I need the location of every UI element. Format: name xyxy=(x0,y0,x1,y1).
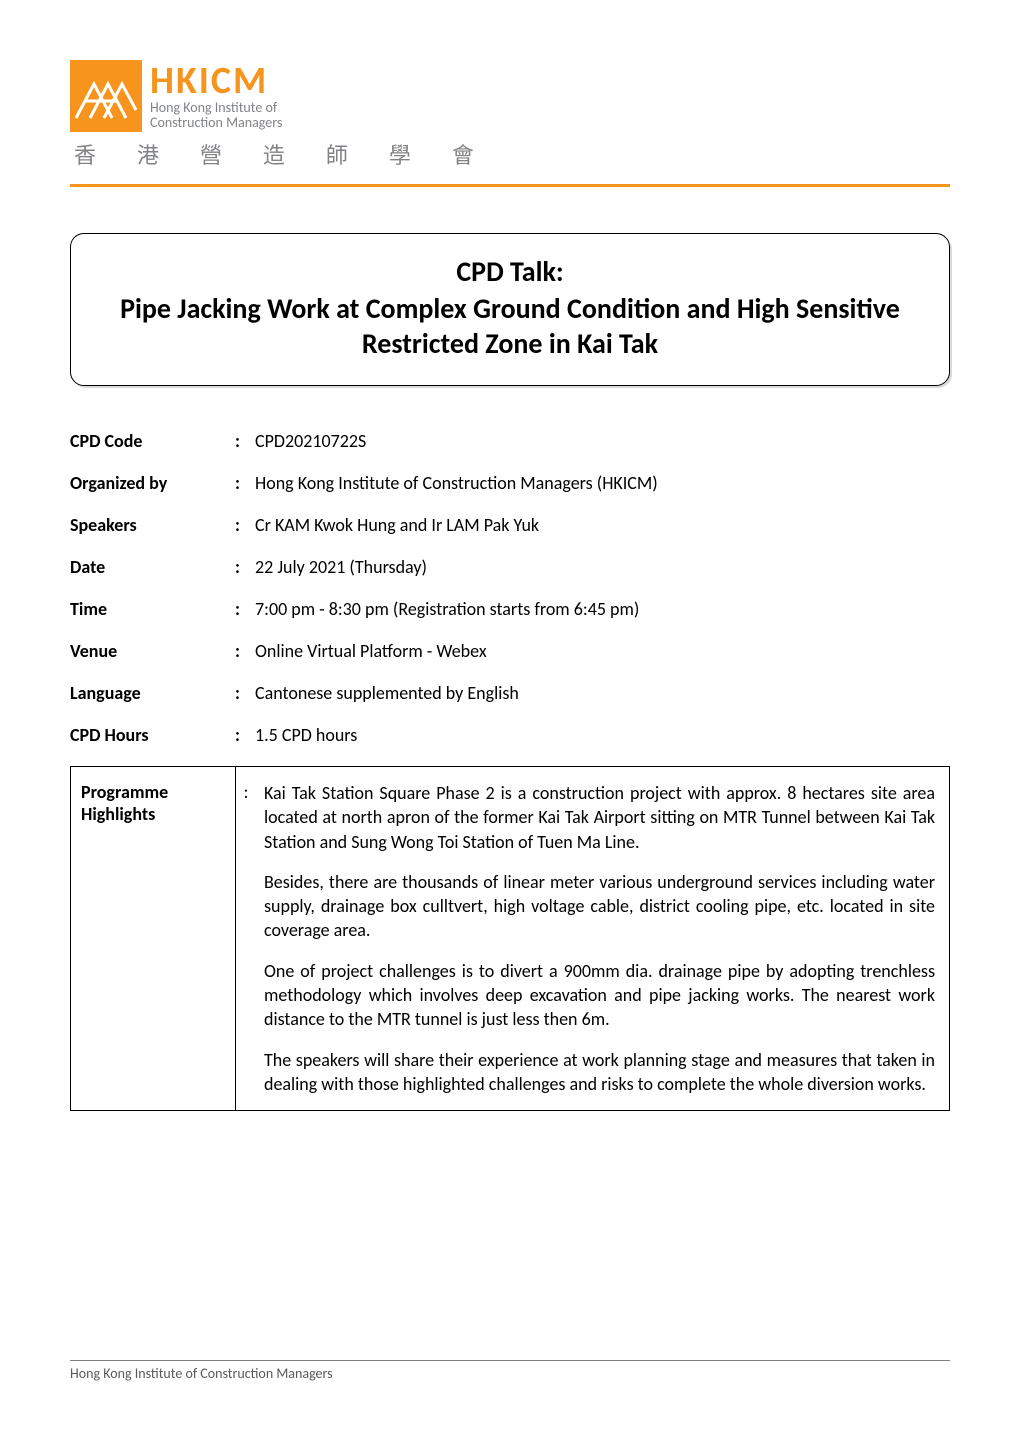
meta-label: Language xyxy=(70,682,235,704)
meta-row: Venue : Online Virtual Platform - Webex xyxy=(70,640,950,662)
logo: HKICM Hong Kong Institute of Constructio… xyxy=(70,60,282,132)
meta-label: Time xyxy=(70,598,235,620)
programme-highlights-table: Programme Highlights : Kai Tak Station S… xyxy=(70,766,950,1111)
footer-text: Hong Kong Institute of Construction Mana… xyxy=(70,1365,333,1382)
meta-label: CPD Code xyxy=(70,430,235,452)
meta-colon: : xyxy=(235,472,255,494)
meta-colon: : xyxy=(235,682,255,704)
logo-subtitle-1: Hong Kong Institute of xyxy=(150,100,282,115)
logo-subtitle-2: Construction Managers xyxy=(150,115,282,130)
meta-row: Date : 22 July 2021 (Thursday) xyxy=(70,556,950,578)
meta-value: CPD20210722S xyxy=(255,430,950,452)
title-line-2: Pipe Jacking Work at Complex Ground Cond… xyxy=(99,291,921,361)
programme-paragraph: One of project challenges is to divert a… xyxy=(264,959,935,1032)
logo-chinese: 香 港 營 造 師 學 會 xyxy=(70,138,950,170)
programme-label-cell: Programme Highlights xyxy=(71,767,236,1110)
meta-row: Speakers : Cr KAM Kwok Hung and Ir LAM P… xyxy=(70,514,950,536)
programme-body: Kai Tak Station Square Phase 2 is a cons… xyxy=(256,767,949,1110)
header: HKICM Hong Kong Institute of Constructio… xyxy=(70,60,950,132)
meta-colon: : xyxy=(235,556,255,578)
meta-colon: : xyxy=(235,598,255,620)
logo-mark-icon xyxy=(70,60,142,132)
meta-value: 22 July 2021 (Thursday) xyxy=(255,556,950,578)
meta-colon: : xyxy=(235,724,255,746)
title-card: CPD Talk: Pipe Jacking Work at Complex G… xyxy=(70,233,950,386)
programme-colon: : xyxy=(236,767,256,1110)
meta-value: Hong Kong Institute of Construction Mana… xyxy=(255,472,950,494)
meta-value: Cr KAM Kwok Hung and Ir LAM Pak Yuk xyxy=(255,514,950,536)
programme-paragraph: Besides, there are thousands of linear m… xyxy=(264,870,935,943)
header-divider xyxy=(70,184,950,187)
title-line-1: CPD Talk: xyxy=(99,254,921,289)
meta-row: CPD Hours : 1.5 CPD hours xyxy=(70,724,950,746)
meta-value: 7:00 pm - 8:30 pm (Registration starts f… xyxy=(255,598,950,620)
meta-row: CPD Code : CPD20210722S xyxy=(70,430,950,452)
footer: Hong Kong Institute of Construction Mana… xyxy=(70,1360,950,1382)
programme-label-2: Highlights xyxy=(81,803,225,825)
meta-value: Online Virtual Platform - Webex xyxy=(255,640,950,662)
meta-label: Speakers xyxy=(70,514,235,536)
meta-label: Date xyxy=(70,556,235,578)
meta-value: 1.5 CPD hours xyxy=(255,724,950,746)
meta-colon: : xyxy=(235,514,255,536)
meta-row: Organized by : Hong Kong Institute of Co… xyxy=(70,472,950,494)
meta-label: CPD Hours xyxy=(70,724,235,746)
page: HKICM Hong Kong Institute of Constructio… xyxy=(0,0,1020,1151)
programme-label-1: Programme xyxy=(81,781,225,803)
logo-acronym: HKICM xyxy=(150,62,282,100)
logo-text: HKICM Hong Kong Institute of Constructio… xyxy=(150,62,282,131)
programme-paragraph: The speakers will share their experience… xyxy=(264,1048,935,1097)
meta-colon: : xyxy=(235,430,255,452)
programme-paragraph: Kai Tak Station Square Phase 2 is a cons… xyxy=(264,781,935,854)
meta-colon: : xyxy=(235,640,255,662)
meta-label: Venue xyxy=(70,640,235,662)
meta-value: Cantonese supplemented by English xyxy=(255,682,950,704)
meta-label: Organized by xyxy=(70,472,235,494)
meta-row: Language : Cantonese supplemented by Eng… xyxy=(70,682,950,704)
meta-block: CPD Code : CPD20210722S Organized by : H… xyxy=(70,430,950,746)
meta-row: Time : 7:00 pm - 8:30 pm (Registration s… xyxy=(70,598,950,620)
